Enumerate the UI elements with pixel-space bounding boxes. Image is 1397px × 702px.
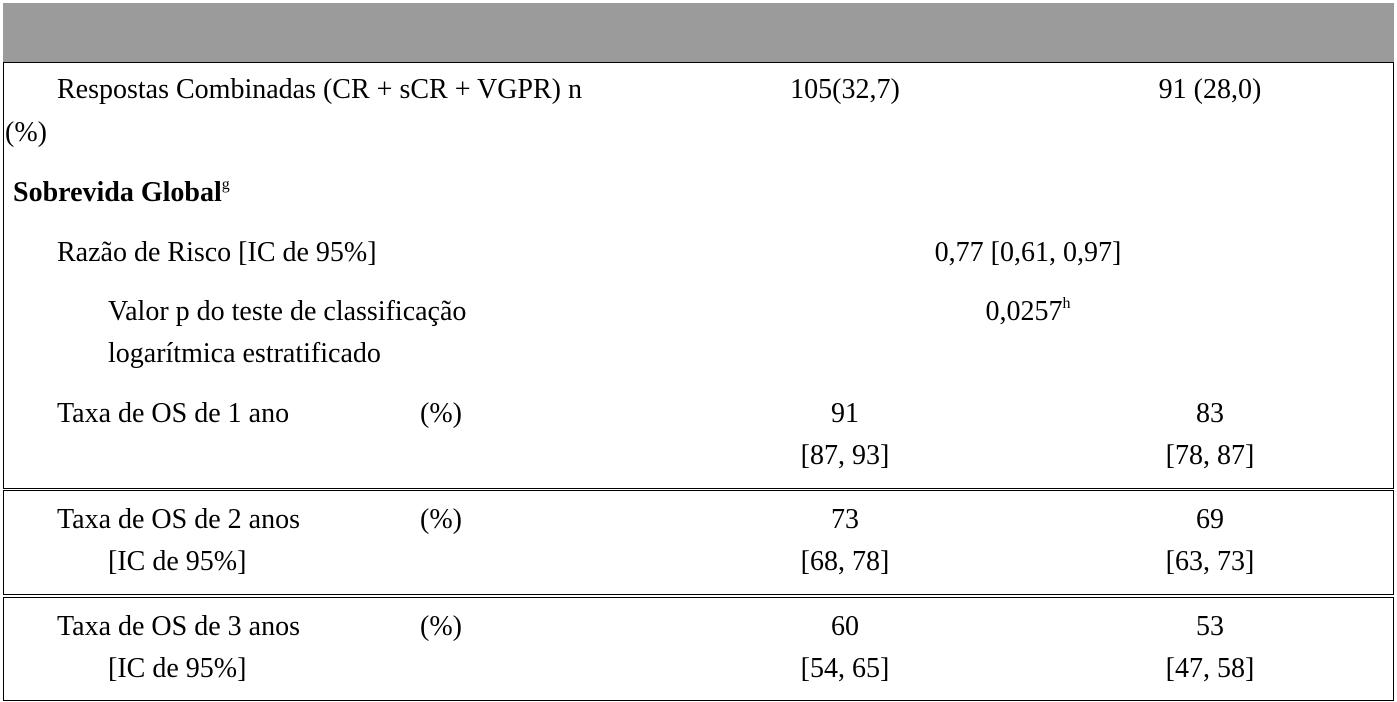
cell: [68, 78] [800, 546, 890, 577]
cell: 91 (28,0) [1158, 74, 1262, 105]
row-label: logarítmica estratificado [108, 338, 381, 369]
table-box [3, 490, 1394, 595]
row-label: Taxa de OS de 1 ano [57, 398, 290, 429]
row-label: Taxa de OS de 3 anos [57, 611, 300, 642]
row-label: Valor p do teste de classificação [108, 296, 467, 327]
row-label: Respostas Combinadas (CR + sCR + VGPR) n [57, 74, 582, 105]
section-title: Sobrevida Globalg [13, 177, 230, 209]
footnote-mark: h [1062, 295, 1071, 312]
cell: 83 [1196, 398, 1224, 429]
unit: (%) [420, 504, 462, 535]
cell: 0,0257h [878, 296, 1178, 328]
unit: (%) [420, 398, 462, 429]
row-label: (%) [5, 117, 47, 148]
cell-text: 0,0257 [985, 296, 1063, 327]
cell: 53 [1196, 611, 1224, 642]
table-box [3, 597, 1394, 701]
cell: [87, 93] [800, 440, 890, 471]
cell: 73 [831, 504, 859, 535]
row-sublabel: [IC de 95%] [108, 653, 247, 684]
cell: 69 [1196, 504, 1224, 535]
row-label: Taxa de OS de 2 anos [57, 504, 300, 535]
table-box [3, 62, 1394, 489]
cell: 91 [831, 398, 859, 429]
row-label: Razão de Risco [IC de 95%] [57, 237, 377, 268]
cell: 105(32,7) [790, 74, 900, 105]
footnote-mark: g [221, 176, 230, 193]
cell: 0,77 [0,61, 0,97] [934, 237, 1122, 268]
title-text: Sobrevida Global [13, 177, 222, 208]
cell: [54, 65] [800, 653, 890, 684]
cell: 60 [831, 611, 859, 642]
cell: [78, 87] [1165, 440, 1255, 471]
cell: [47, 58] [1165, 653, 1255, 684]
unit: (%) [420, 611, 462, 642]
row-sublabel: [IC de 95%] [108, 546, 247, 577]
header-bar [3, 3, 1394, 62]
cell: [63, 73] [1165, 546, 1255, 577]
